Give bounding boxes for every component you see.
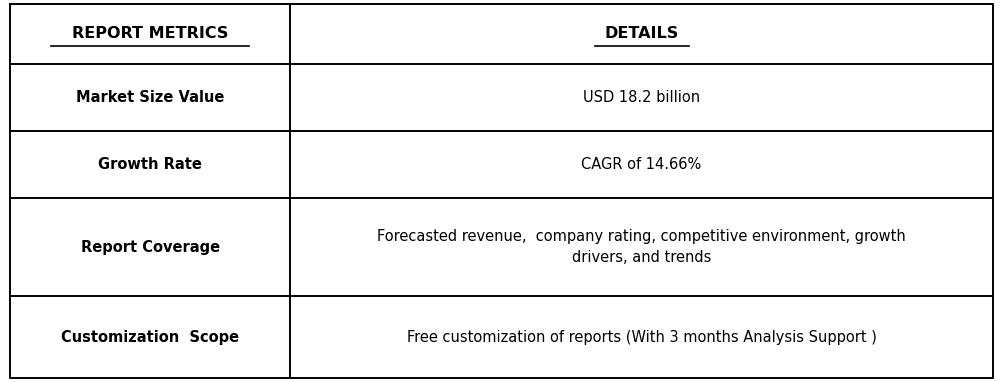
Text: Growth Rate: Growth Rate <box>98 157 201 172</box>
Text: Customization  Scope: Customization Scope <box>61 330 238 345</box>
Text: REPORT METRICS: REPORT METRICS <box>72 26 228 41</box>
Text: Report Coverage: Report Coverage <box>80 240 219 255</box>
Text: DETAILS: DETAILS <box>604 26 678 41</box>
Text: Forecasted revenue,  company rating, competitive environment, growth
drivers, an: Forecasted revenue, company rating, comp… <box>377 229 905 265</box>
Text: USD 18.2 billion: USD 18.2 billion <box>582 90 699 105</box>
Text: Market Size Value: Market Size Value <box>76 90 224 105</box>
Text: Free customization of reports (With 3 months Analysis Support ): Free customization of reports (With 3 mo… <box>406 330 876 345</box>
Text: CAGR of 14.66%: CAGR of 14.66% <box>581 157 701 172</box>
